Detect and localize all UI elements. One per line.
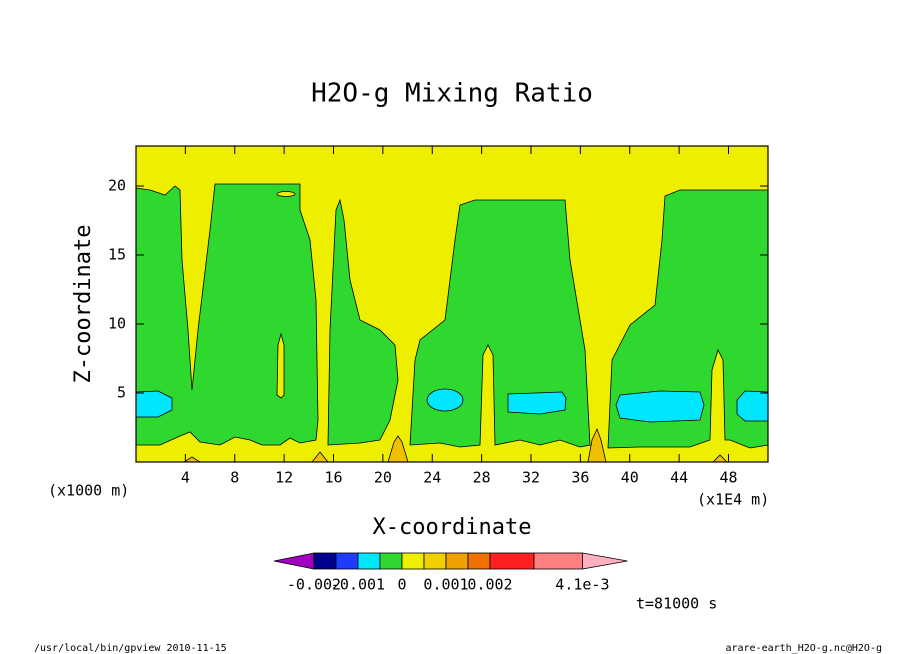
contour-region: [276, 332, 285, 399]
x-tick-label: 12: [275, 469, 293, 487]
x-tick-label: 4: [181, 469, 190, 487]
contour-region: [615, 390, 705, 423]
plot-frame: [135, 145, 769, 463]
chart-title: H2O-g Mixing Ratio: [311, 79, 593, 109]
x-tick-label: 48: [719, 469, 737, 487]
colorbar-tick-label: 0.001: [423, 576, 468, 594]
colorbar-tick-label: 4.1e-3: [555, 576, 609, 594]
colorbar-tick-label: -0.001: [331, 576, 385, 594]
footer-right: arare-earth_H2O-g.nc@H2O-g: [725, 643, 882, 654]
x-tick-label: 32: [522, 469, 540, 487]
colorbar-box: [489, 552, 535, 570]
contour-cyan: [135, 388, 769, 423]
x-tick-label: 44: [670, 469, 688, 487]
y-tick-label: 20: [108, 177, 126, 195]
x-unit: (x1E4 m): [697, 491, 769, 509]
x-tick-label: 8: [230, 469, 239, 487]
colorbar-box: [401, 552, 425, 570]
y-axis-label: Z-coordinate: [71, 225, 96, 384]
contour-region: [507, 391, 567, 415]
x-tick-label: 40: [621, 469, 639, 487]
x-tick-label: 36: [571, 469, 589, 487]
colorbar-extend-high: [582, 552, 628, 570]
x-tick-label: 16: [324, 469, 342, 487]
footer-left: /usr/local/bin/gpview 2010-11-15: [34, 643, 227, 654]
colorbar-box: [467, 552, 491, 570]
plot-area: [135, 145, 769, 463]
colorbar-box: [379, 552, 403, 570]
colorbar-box: [357, 552, 381, 570]
colorbar-box: [533, 552, 583, 570]
contour-region: [135, 390, 173, 418]
y-tick-label: 5: [117, 384, 126, 402]
colorbar-tick-label: -0.002: [287, 576, 341, 594]
contour-holes: [276, 191, 296, 399]
x-tick-label: 28: [473, 469, 491, 487]
y-tick-label: 15: [108, 246, 126, 264]
colorbar-extend-low: [273, 552, 315, 570]
x-tick-label: 20: [374, 469, 392, 487]
colorbar-box: [313, 552, 337, 570]
y-unit: (x1000 m): [48, 482, 129, 500]
contour-region: [736, 390, 769, 422]
contour-region: [607, 189, 769, 449]
contour-region: [276, 191, 296, 197]
colorbar-box: [335, 552, 359, 570]
contour-gold: [182, 427, 728, 463]
x-tick-label: 24: [423, 469, 441, 487]
colorbar-tick-label: 0: [397, 576, 406, 594]
contour-region: [426, 388, 464, 412]
time-label: t=81000 s: [636, 595, 717, 613]
contour-region: [409, 199, 591, 448]
contour-regions: [135, 183, 769, 449]
x-axis-label: X-coordinate: [373, 515, 532, 540]
colorbar-box: [423, 552, 447, 570]
y-tick-label: 10: [108, 315, 126, 333]
contour-region: [327, 198, 399, 446]
colorbar-box: [445, 552, 469, 570]
colorbar-tick-label: 0.002: [467, 576, 512, 594]
contour-region: [135, 183, 319, 446]
